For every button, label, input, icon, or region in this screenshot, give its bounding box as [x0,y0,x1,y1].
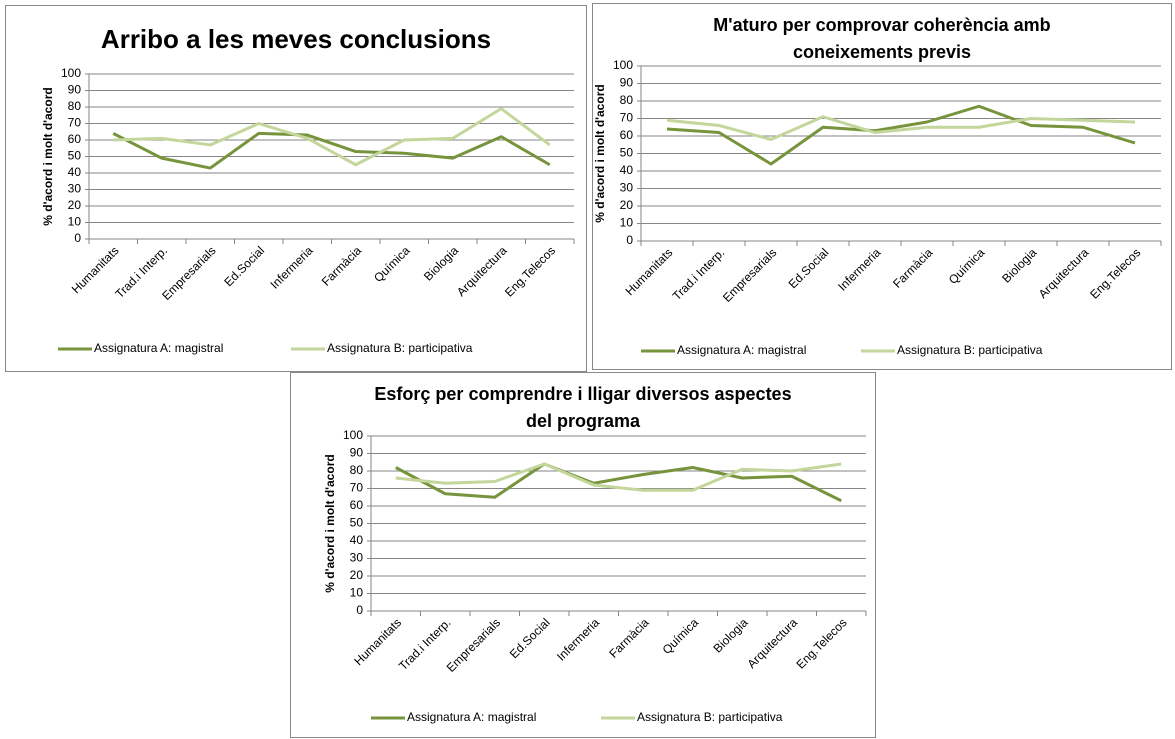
y-tick-label: 10 [68,215,82,229]
y-tick-label: 0 [74,231,81,245]
y-tick-label: 90 [68,83,82,97]
y-tick-label: 60 [350,498,364,512]
y-tick-label: 70 [620,111,634,125]
y-tick-label: 20 [350,568,364,582]
legend-label: Assignatura A: magistral [677,343,806,357]
y-tick-label: 20 [68,198,82,212]
x-tick-label: Ed.Social [221,243,267,289]
y-tick-label: 90 [350,446,364,460]
chart-panel: Arribo a les meves conclusions 0 10 20 30 40… [5,5,587,372]
y-tick-label: 60 [620,128,634,142]
x-tick-label: Farmàcia [606,615,651,660]
chart-panel: Esforç per comprendre i lligar diversos … [290,372,876,738]
y-tick-label: 100 [343,428,363,442]
series-line [395,462,842,503]
y-tick-label: 0 [356,603,363,617]
y-tick-label: 40 [68,165,82,179]
x-tick-label: Ed.Social [507,615,553,661]
y-tick-label: 100 [613,58,633,72]
legend-label: Assignatura B: participativa [327,341,473,355]
y-tick-label: 100 [61,66,81,80]
series-line [666,115,1136,141]
y-tick-label: 80 [68,99,82,113]
y-tick-label: 20 [620,198,634,212]
legend-label: Assignatura A: magistral [407,710,536,724]
legend-label: Assignatura A: magistral [94,341,223,355]
x-tick-label: Ed.Social [786,245,832,291]
x-tick-label: Química [371,243,413,285]
y-tick-label: 70 [68,116,82,130]
chart-panel: M'aturo per comprovar coherència amb con… [592,3,1172,370]
y-tick-label: 80 [620,93,634,107]
series-line [666,104,1136,166]
legend-label: Assignatura B: participativa [637,710,783,724]
y-tick-label: 40 [350,533,364,547]
series-line [395,462,842,492]
series-line [112,131,551,170]
chart-title: Esforç per comprendre i lligar diversos … [374,384,792,431]
x-tick-label: Eng.Telecos [502,243,558,299]
y-tick-label: 70 [350,481,364,495]
x-tick-label: Biologia [421,243,461,283]
x-tick-label: Humanitats [69,243,122,296]
y-tick-label: 30 [350,551,364,565]
x-tick-label: Trad.i Interp. [670,245,728,303]
y-tick-label: 10 [350,586,364,600]
x-tick-label: Farmàcia [319,243,364,288]
legend-label: Assignatura B: participativa [897,343,1043,357]
chart-title: M'aturo per comprovar coherència amb con… [713,15,1051,62]
y-tick-label: 10 [620,216,634,230]
x-tick-label: Humanitats [351,615,404,668]
x-tick-label: Biologia [711,615,751,655]
y-axis-label: % d'acord i molt d'acord [323,454,337,592]
y-tick-label: 60 [68,132,82,146]
chart: 0 10 20 30 40 50 60 70 80 90 100 % d'acord i molt d… [593,58,1162,357]
x-tick-label: Empresarials [720,245,779,304]
chart: 0 10 20 30 40 50 60 70 80 90 100 % d'acord i molt d… [41,66,575,355]
y-tick-label: 30 [68,182,82,196]
x-tick-label: Humanitats [623,245,676,298]
x-tick-label: Biologia [999,245,1039,285]
y-axis-label: % d'acord i molt d'acord [41,87,55,225]
x-tick-label: Eng.Telecos [1087,245,1143,301]
y-tick-label: 50 [68,149,82,163]
x-tick-label: Química [660,615,702,657]
y-tick-label: 50 [620,146,634,160]
x-tick-label: Arquitectura [744,615,800,671]
x-tick-label: Infermeria [554,615,602,663]
y-tick-label: 80 [350,463,364,477]
x-tick-label: Farmàcia [890,245,935,290]
y-tick-label: 0 [626,233,633,247]
x-tick-label: Eng.Telecos [793,615,849,671]
x-tick-label: Arquitectura [1036,245,1092,301]
x-tick-label: Química [946,245,988,287]
chart: 0 10 20 30 40 50 60 70 80 90 100 % d'acord i molt d… [323,428,867,724]
x-tick-label: Infermeria [835,245,883,293]
x-tick-label: Arquitectura [454,243,510,299]
y-tick-label: 40 [620,163,634,177]
chart-title: Arribo a les meves conclusions [100,24,492,54]
series-line [113,107,551,167]
y-axis-label: % d'acord i molt d'acord [593,84,607,222]
x-tick-label: Infermeria [268,243,316,291]
y-tick-label: 50 [350,516,364,530]
y-tick-label: 30 [620,181,634,195]
y-tick-label: 90 [620,76,634,90]
